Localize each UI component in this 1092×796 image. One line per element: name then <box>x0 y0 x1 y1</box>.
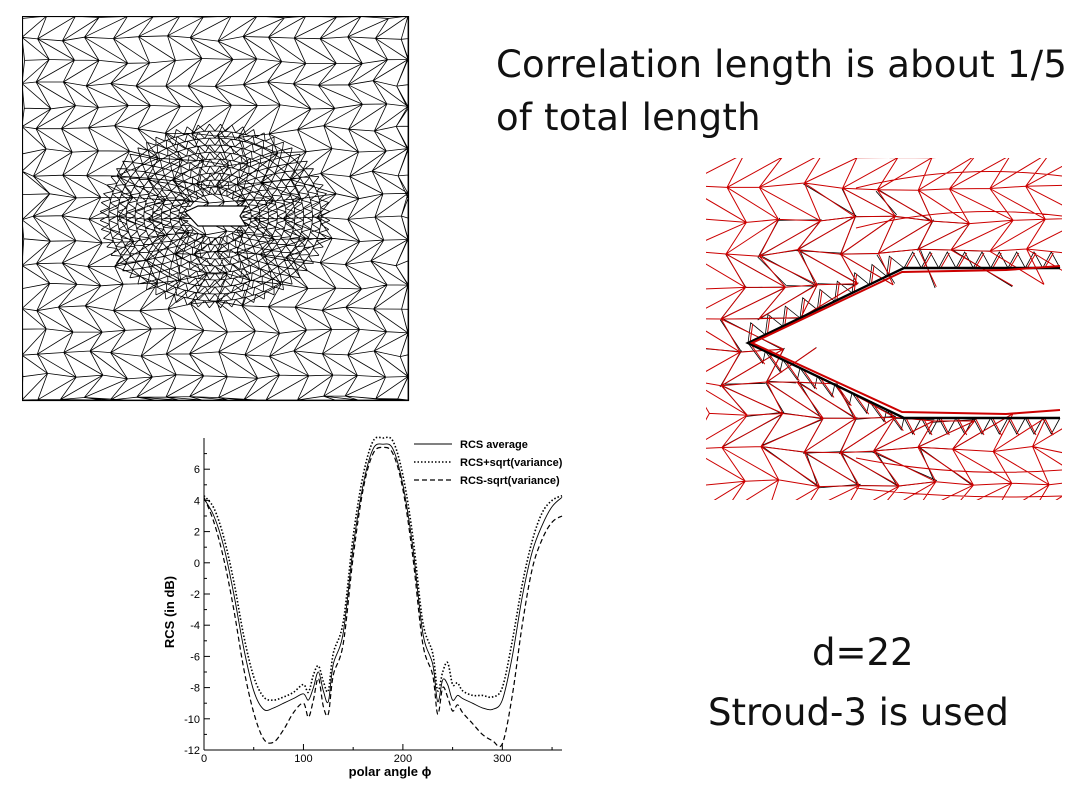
chart-legend: RCS average RCS+sqrt(variance) RCS-sqrt(va… <box>414 439 563 487</box>
perturbed-boundary <box>749 265 1061 416</box>
slide-heading: Correlation length is about 1/5 of total… <box>496 38 1067 144</box>
y-tick-label: -12 <box>184 745 200 757</box>
y-tick-label: -8 <box>190 683 200 695</box>
heading-line-2: of total length <box>496 96 761 139</box>
y-tick-label: -6 <box>190 651 200 663</box>
y-axis-label: RCS (in dB) <box>162 576 177 648</box>
x-tick-label: 300 <box>493 753 511 765</box>
dimension-label: d=22 <box>812 631 914 674</box>
zoomed-mesh-comparison <box>706 158 1062 500</box>
heading-line-1: Correlation length is about 1/5 <box>496 43 1068 86</box>
full-domain-mesh <box>22 16 410 402</box>
zoomed-mesh-edges <box>706 158 1062 500</box>
legend-label: RCS average <box>460 439 528 451</box>
series-line-2 <box>203 436 563 701</box>
mesh-edges <box>22 16 409 401</box>
y-tick-label: -4 <box>190 620 200 632</box>
x-tick-label: 100 <box>294 753 312 765</box>
perturbed-mesh-edges <box>706 158 1062 500</box>
mesh-border <box>22 16 410 402</box>
x-tick-label: 0 <box>201 753 207 765</box>
y-tick-label: 0 <box>194 558 200 570</box>
axis-ticks: 0 100 200 300 -12 -10 -8 -6 -4 -2 0 2 4 6 <box>184 453 553 765</box>
legend-label: RCS+sqrt(variance) <box>460 457 563 469</box>
scatterer-shape <box>183 205 248 227</box>
x-tick-label: 200 <box>394 753 412 765</box>
series-line-1 <box>203 443 563 711</box>
quadrature-rule-label: Stroud-3 is used <box>708 691 1009 734</box>
y-tick-label: 4 <box>194 495 200 507</box>
x-axis-label: polar angle ϕ <box>349 764 432 779</box>
mesh-edge-set <box>22 16 409 401</box>
y-tick-label: -10 <box>184 714 200 726</box>
nominal-boundary <box>745 266 1060 420</box>
plot-series <box>203 436 563 748</box>
rcs-chart: 0 100 200 300 -12 -10 -8 -6 -4 -2 0 2 4 6 RCS average… <box>162 436 563 779</box>
y-tick-label: -2 <box>190 589 200 601</box>
legend-label: RCS-sqrt(variance) <box>460 475 560 487</box>
y-tick-label: 6 <box>194 464 200 476</box>
y-tick-label: 2 <box>194 527 200 539</box>
